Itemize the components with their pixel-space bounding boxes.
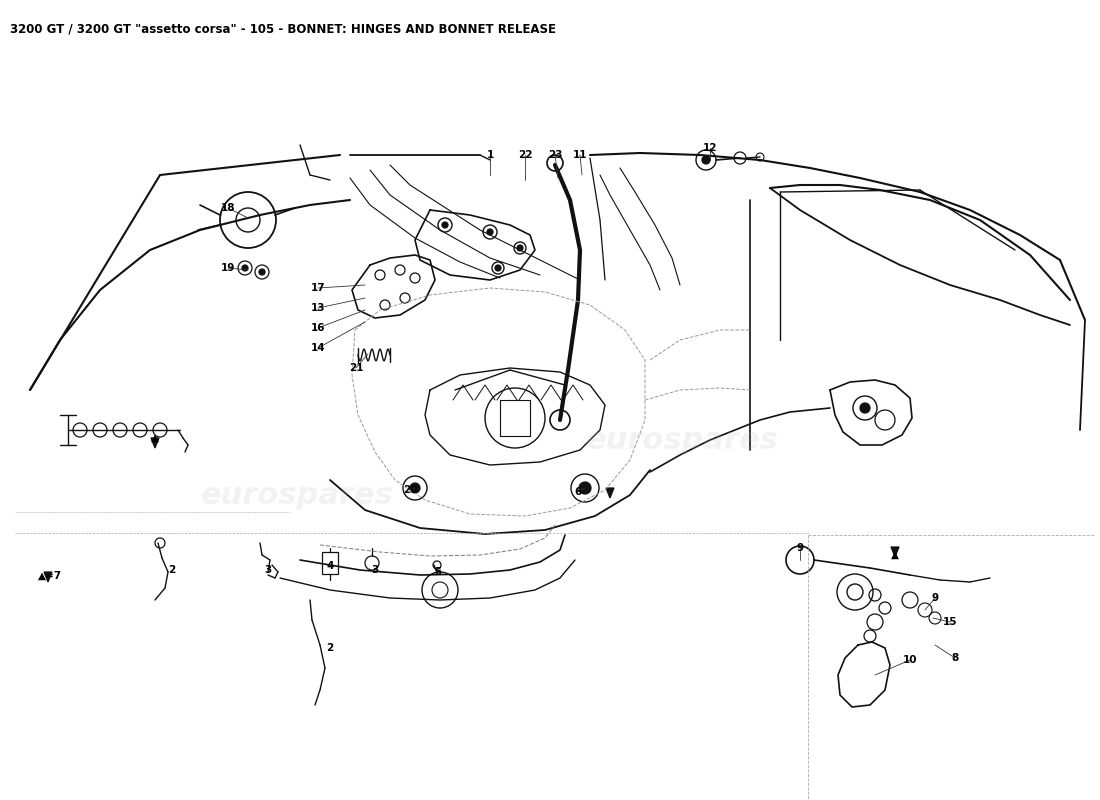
Text: 2: 2 [168,565,176,575]
Text: eurospares: eurospares [585,426,779,454]
Text: 2: 2 [327,643,333,653]
Text: 23: 23 [548,150,562,160]
Text: 18: 18 [221,203,235,213]
Circle shape [242,265,248,271]
Bar [322,552,338,574]
Circle shape [495,265,500,271]
Text: 20: 20 [403,485,417,495]
Polygon shape [151,438,160,448]
Circle shape [860,403,870,413]
Text: 21: 21 [349,363,363,373]
Text: 22: 22 [518,150,532,160]
Circle shape [579,482,591,494]
Circle shape [442,222,448,228]
Text: 19: 19 [221,263,235,273]
Circle shape [517,245,522,251]
Text: 3: 3 [264,565,272,575]
Text: 12: 12 [703,143,717,153]
Text: 16: 16 [310,323,326,333]
Circle shape [487,229,493,235]
Text: 8: 8 [952,653,958,663]
Text: 13: 13 [310,303,326,313]
Text: 5: 5 [434,567,441,577]
Polygon shape [44,572,52,582]
Text: 6: 6 [574,487,582,497]
Text: 9: 9 [932,593,938,603]
Text: eurospares: eurospares [200,482,394,510]
Text: 11: 11 [573,150,587,160]
Text: 1: 1 [486,150,494,160]
Polygon shape [891,547,899,557]
Text: 17: 17 [310,283,326,293]
Text: ▲: ▲ [151,433,160,443]
Text: 15: 15 [943,617,957,627]
Text: ▲=7: ▲=7 [37,571,62,581]
Text: 4: 4 [327,561,333,571]
Circle shape [702,156,710,164]
Text: 3: 3 [372,565,378,575]
Text: 9: 9 [796,543,804,553]
Circle shape [258,269,265,275]
Text: 14: 14 [310,343,326,353]
Circle shape [410,483,420,493]
Text: 10: 10 [903,655,917,665]
Text: 3200 GT / 3200 GT "assetto corsa" - 105 - BONNET: HINGES AND BONNET RELEASE: 3200 GT / 3200 GT "assetto corsa" - 105 … [10,22,556,35]
Text: ▲: ▲ [891,550,899,560]
Polygon shape [606,488,614,498]
